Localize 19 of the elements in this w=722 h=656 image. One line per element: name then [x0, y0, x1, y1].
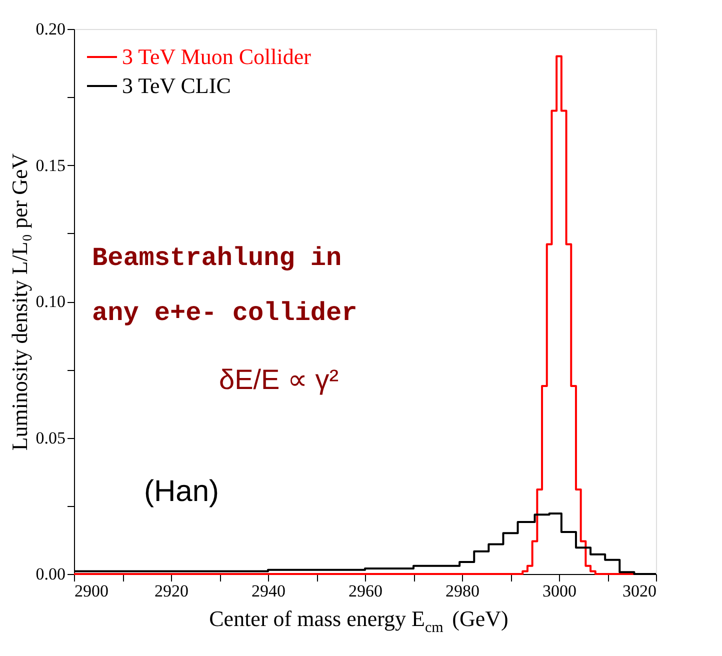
x-tick-label: 2980	[446, 582, 480, 600]
annotation: Beamstrahlung in	[92, 243, 342, 273]
y-tick-label: 0.05	[36, 428, 66, 448]
x-tick-label: 2940	[252, 582, 286, 600]
y-tick-label: 0.15	[36, 156, 66, 175]
y-tick-label: 0.20	[36, 20, 66, 38]
x-tick-label: 3020	[622, 582, 656, 600]
x-tick-label: 2960	[348, 582, 382, 600]
annotation: (Han)	[144, 475, 220, 508]
y-tick-label: 0.00	[36, 564, 66, 584]
legend-label: 3 TeV CLIC	[122, 73, 231, 98]
x-tick-label: 2900	[74, 582, 108, 600]
y-tick-label: 0.10	[36, 292, 66, 311]
y-axis-title: Luminosity density L/L₀ per GeV	[6, 153, 32, 451]
x-tick-label: 2920	[154, 582, 188, 600]
annotation: δE/E ∝ γ²	[219, 364, 339, 395]
legend-label: 3 TeV Muon Collider	[122, 44, 312, 69]
x-tick-label: 3000	[542, 582, 576, 600]
annotation: any e+e- collider	[92, 298, 358, 328]
